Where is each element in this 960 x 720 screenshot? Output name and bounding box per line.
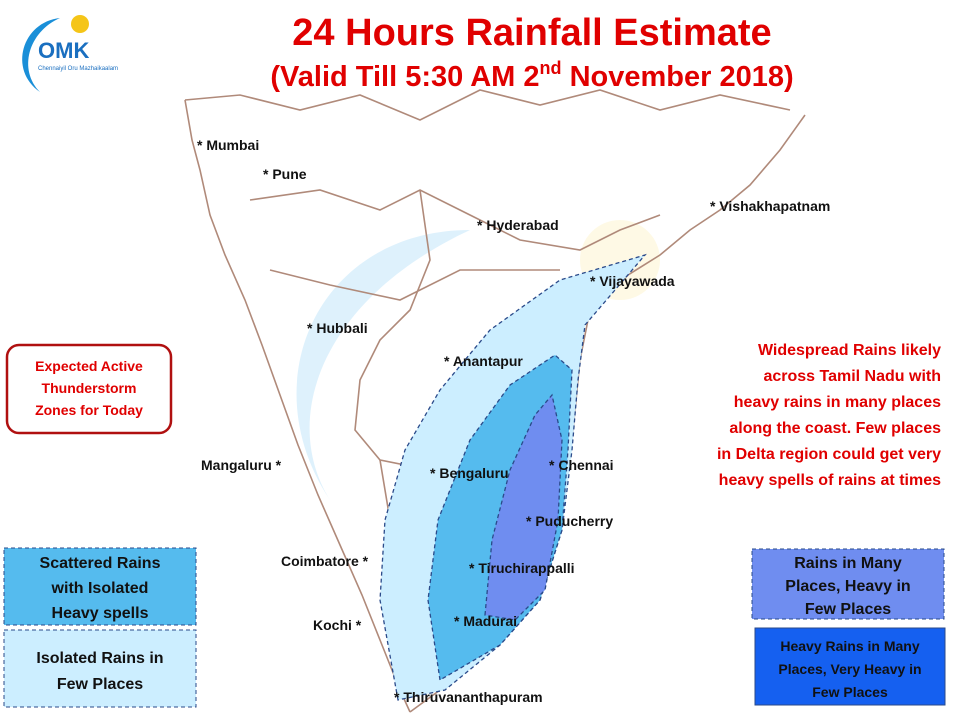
subtitle-part: November 2018) bbox=[562, 61, 794, 93]
legend-heading: Zones for Today bbox=[35, 402, 143, 418]
subtitle: (Valid Till 5:30 AM 2nd November 2018) bbox=[270, 58, 793, 93]
legend-swatch bbox=[3, 629, 197, 708]
city-label: * Madurai bbox=[454, 613, 517, 629]
note-line: heavy spells of rains at times bbox=[719, 472, 941, 489]
city-label: Kochi * bbox=[313, 617, 362, 633]
note-line: in Delta region could get very bbox=[717, 446, 941, 463]
city-label: * Puducherry bbox=[526, 513, 613, 529]
note-line: heavy rains in many places bbox=[734, 394, 941, 411]
logo-text: OMK bbox=[38, 38, 89, 63]
note-line: across Tamil Nadu with bbox=[763, 368, 941, 385]
legend-label: Few Places bbox=[805, 601, 891, 618]
note-line: Widespread Rains likely bbox=[758, 342, 941, 359]
city-label: * Hubbali bbox=[307, 320, 368, 336]
city-label: Coimbatore * bbox=[281, 553, 369, 569]
city-label: Mangaluru * bbox=[201, 457, 282, 473]
city-label: * Vijayawada bbox=[590, 273, 675, 289]
subtitle-sup: nd bbox=[540, 58, 562, 78]
legend-label: Places, Heavy in bbox=[785, 578, 910, 595]
note-line: along the coast. Few places bbox=[729, 420, 941, 437]
city-label: * Pune bbox=[263, 166, 307, 182]
city-label: * Chennai bbox=[549, 457, 614, 473]
city-label: * Vishakhapatnam bbox=[710, 198, 830, 214]
legend-label: Isolated Rains in bbox=[36, 650, 163, 667]
legend-heading: Thunderstorm bbox=[42, 380, 137, 396]
logo: OMK Chennaiyil Oru Mazhaikaalam bbox=[22, 15, 118, 92]
city-label: * Anantapur bbox=[444, 353, 523, 369]
city-label: * Mumbai bbox=[197, 137, 259, 153]
legend-label: Heavy Rains in Many bbox=[780, 638, 919, 654]
title: 24 Hours Rainfall Estimate bbox=[292, 12, 771, 54]
city-label: * Bengaluru bbox=[430, 465, 509, 481]
legend-label: Few Places bbox=[812, 684, 888, 700]
legend-label: Rains in Many bbox=[794, 555, 902, 572]
city-label: * Tiruchirappalli bbox=[469, 560, 575, 576]
city-label: * Hyderabad bbox=[477, 217, 559, 233]
legend-label: Places, Very Heavy in bbox=[778, 661, 921, 677]
legend-label: Scattered Rains bbox=[40, 555, 161, 572]
legend-label: Few Places bbox=[57, 676, 143, 693]
legend-heading: Expected Active bbox=[35, 358, 143, 374]
legend-swatch bbox=[3, 547, 197, 626]
city-label: * Thiruvananthapuram bbox=[394, 689, 543, 705]
zone-many bbox=[484, 393, 563, 621]
logo-tagline: Chennaiyil Oru Mazhaikaalam bbox=[38, 66, 118, 72]
legend-swatch bbox=[751, 548, 945, 620]
subtitle-part: (Valid Till 5:30 AM 2 bbox=[270, 61, 539, 93]
legend-swatch bbox=[754, 627, 946, 706]
legend-label: Heavy spells bbox=[52, 605, 149, 622]
legend-label: with Isolated bbox=[51, 580, 149, 597]
note: Widespread Rains likely across Tamil Nad… bbox=[717, 342, 941, 489]
legend-heading-box bbox=[5, 343, 173, 435]
